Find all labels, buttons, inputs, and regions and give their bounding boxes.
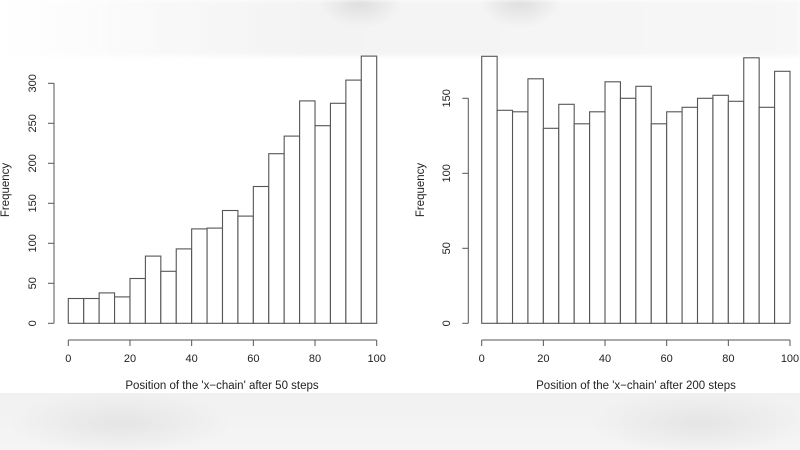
y-tick-label: 100	[27, 234, 39, 252]
background-blur-bottom	[0, 393, 800, 450]
x-tick-label: 20	[124, 353, 136, 365]
histogram-bar	[144, 255, 162, 324]
y-tick-label: 0	[27, 320, 39, 326]
y-tick-label: 300	[27, 74, 39, 92]
histogram-bar	[558, 103, 575, 324]
histogram-200-steps: 0 50 100 150 0 20 40 60 80 100 Frequency Positio…	[415, 55, 799, 392]
histogram-bar	[727, 100, 745, 324]
x-axis: 0 20 40 60 80 100	[65, 339, 386, 365]
x-tick-label: 20	[537, 353, 549, 365]
x-axis: 0 20 40 60 80 100	[479, 339, 799, 365]
x-tick-label: 100	[368, 353, 386, 365]
histogram-bar	[681, 106, 699, 324]
histogram-bar	[589, 111, 606, 324]
histogram-bar	[114, 296, 131, 324]
histogram-bar	[758, 106, 776, 324]
histogram-bar	[619, 97, 637, 324]
histogram-bars	[67, 55, 378, 324]
histogram-bar	[604, 81, 621, 324]
histogram-bar	[129, 277, 146, 324]
x-axis-label: Position of the 'x−chain' after 200 step…	[536, 380, 736, 392]
histogram-bar	[743, 57, 760, 324]
histogram-bar	[98, 292, 116, 324]
histogram-bar	[573, 123, 591, 324]
y-axis: 0 50 100 150	[441, 89, 469, 326]
x-axis-label: Position of the 'x−chain' after 50 steps	[125, 380, 319, 392]
histogram-bar	[83, 297, 100, 324]
histogram-bar	[481, 55, 498, 324]
background-blur-top	[0, 0, 800, 56]
x-tick-label: 40	[599, 353, 611, 365]
x-tick-label: 0	[479, 353, 485, 365]
histogram-bar	[191, 228, 208, 324]
histogram-bar	[696, 97, 714, 324]
histogram-bar	[496, 109, 514, 324]
y-tick-label: 150	[441, 89, 453, 107]
histogram-bar	[635, 85, 652, 324]
y-tick-label: 150	[27, 194, 39, 212]
histogram-50-steps: 0 50 100 150 200 250 300 0 20 40 60 80 100 Frequenc…	[0, 55, 386, 392]
histogram-bar	[542, 127, 560, 324]
histogram-bar	[329, 102, 347, 324]
histogram-bar	[175, 248, 193, 324]
x-tick-label: 60	[661, 353, 673, 365]
x-tick-label: 100	[781, 353, 799, 365]
histogram-bar	[774, 70, 791, 324]
histogram-bar	[206, 227, 224, 324]
histogram-bar	[221, 209, 239, 324]
y-tick-label: 50	[441, 242, 453, 254]
histogram-bar	[360, 55, 378, 324]
y-axis-label: Frequency	[415, 163, 427, 218]
x-tick-label: 80	[309, 353, 321, 365]
histogram-bar	[268, 153, 285, 324]
x-tick-label: 40	[186, 353, 198, 365]
histogram-bar	[237, 215, 254, 324]
y-tick-label: 50	[27, 277, 39, 289]
histogram-bar	[160, 270, 177, 324]
y-axis-label: Frequency	[0, 163, 12, 218]
histogram-bar	[345, 79, 362, 324]
y-tick-label: 200	[27, 154, 39, 172]
x-tick-label: 80	[722, 353, 734, 365]
histogram-bar	[67, 297, 85, 324]
histogram-bar	[252, 185, 270, 324]
y-tick-label: 0	[441, 320, 453, 326]
y-tick-label: 100	[441, 164, 453, 182]
histogram-bar	[666, 111, 683, 324]
x-tick-label: 60	[247, 353, 259, 365]
histogram-bars	[481, 55, 791, 324]
histogram-bar	[299, 100, 316, 324]
histogram-bar	[283, 135, 301, 324]
y-tick-label: 250	[27, 114, 39, 132]
histogram-bar	[650, 123, 668, 324]
histogram-bar	[527, 78, 544, 324]
x-tick-label: 0	[65, 353, 71, 365]
histogram-bar	[314, 125, 331, 324]
y-axis: 0 50 100 150 200 250 300	[27, 74, 55, 326]
histogram-bar	[712, 94, 729, 324]
histogram-bar	[511, 111, 529, 324]
